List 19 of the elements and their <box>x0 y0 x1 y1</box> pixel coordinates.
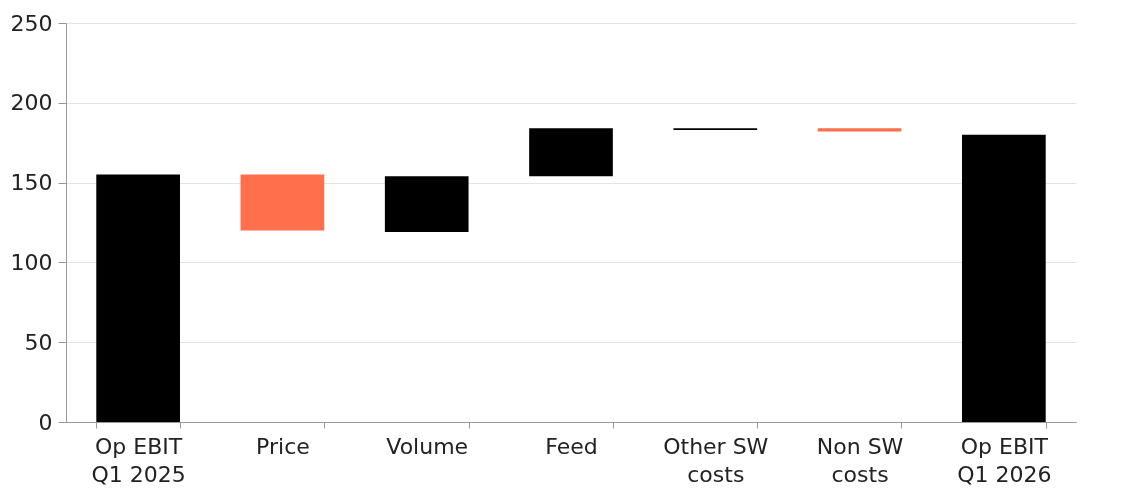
bar <box>384 176 469 233</box>
y-tick-label: 100 <box>10 249 53 275</box>
y-tick-label: 200 <box>10 90 53 116</box>
x-tick-label: Op EBIT Q1 2026 <box>957 433 1052 487</box>
y-tick-label: 150 <box>10 170 53 196</box>
x-tick-label: Other SW costs <box>663 433 769 487</box>
y-tick-label: 50 <box>24 329 53 355</box>
bar <box>96 174 180 422</box>
bar <box>817 128 902 132</box>
x-tick-label: Op EBIT Q1 2025 <box>91 433 186 487</box>
x-tick-label: Price <box>256 433 310 459</box>
bar <box>240 174 325 231</box>
y-tick-label: 250 <box>10 10 53 36</box>
bar <box>529 128 613 177</box>
bar <box>962 134 1046 422</box>
x-tick-label: Volume <box>386 433 469 459</box>
x-tick-label: Feed <box>545 433 598 459</box>
x-tick-label: Non SW costs <box>816 433 904 487</box>
y-tick-label: 0 <box>38 409 53 435</box>
